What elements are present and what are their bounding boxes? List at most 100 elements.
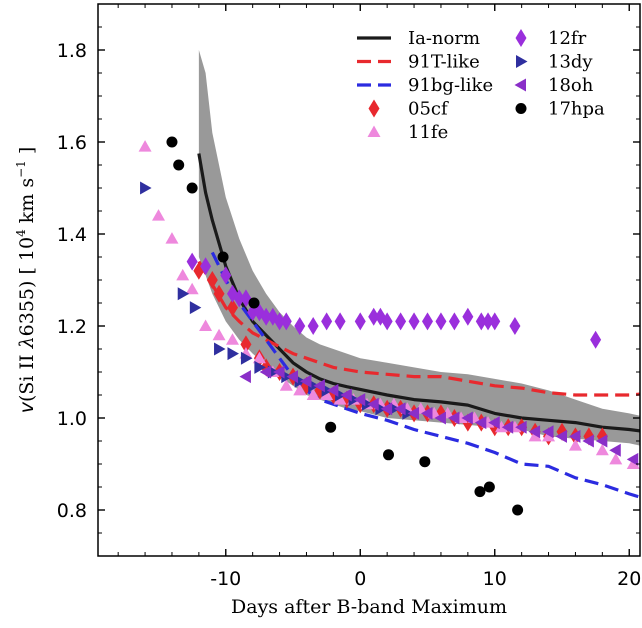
y-tick-label: 0.8 <box>57 500 87 522</box>
data-point-11fe <box>225 333 239 345</box>
legend-item-91bg-like: 91bg-like <box>357 75 493 96</box>
legend-label-11fe: 11fe <box>408 122 448 143</box>
data-point-12fr <box>280 312 292 331</box>
legend-item-18oh: 18oh <box>514 75 594 96</box>
y-tick-label: 1.2 <box>57 316 87 338</box>
data-point-18oh <box>626 452 639 466</box>
data-point-18oh <box>299 374 312 388</box>
data-point-18oh <box>340 388 352 402</box>
data-point-11fe <box>199 319 213 331</box>
legend-item-11fe: 11fe <box>367 122 448 143</box>
data-point-11fe <box>293 383 307 396</box>
data-point-12fr <box>233 289 245 308</box>
series-12fr <box>186 252 602 349</box>
legend-label-13dy: 13dy <box>548 52 593 73</box>
data-point-17hpa <box>166 136 178 148</box>
legend-label-17hpa: 17hpa <box>548 99 605 120</box>
y-tick-label: 1.0 <box>57 408 87 430</box>
legend-label-ia-norm: Ia-norm <box>408 28 480 49</box>
data-point-11fe <box>152 209 166 221</box>
data-point-17hpa <box>512 504 524 516</box>
y-tick-label: 1.6 <box>57 132 87 154</box>
data-point-12fr <box>381 312 393 331</box>
data-point-12fr <box>408 312 420 331</box>
data-point-12fr <box>590 330 602 349</box>
legend-marker-18oh <box>514 78 526 92</box>
legend-marker-17hpa <box>515 103 527 114</box>
data-point-18oh <box>407 406 420 420</box>
data-point-12fr <box>260 307 272 326</box>
data-point-18oh <box>434 411 446 425</box>
data-point-12fr <box>422 312 434 331</box>
data-point-11fe <box>494 420 508 433</box>
data-point-12fr <box>368 307 380 326</box>
data-point-18oh <box>555 429 567 443</box>
y-tick-label: 1.8 <box>57 40 87 62</box>
data-point-18oh <box>326 383 339 397</box>
x-tick-label: 20 <box>617 568 641 590</box>
legend-item-12fr: 12fr <box>515 28 587 49</box>
data-point-13dy <box>189 301 202 315</box>
data-point-18oh <box>595 434 608 448</box>
data-point-17hpa <box>483 481 495 493</box>
data-point-11fe <box>138 140 152 152</box>
data-point-17hpa <box>419 456 431 468</box>
data-point-13dy <box>240 351 253 365</box>
legend-item-91t-like: 91T-like <box>357 52 480 73</box>
plot-area <box>138 50 640 516</box>
data-point-18oh <box>582 434 594 448</box>
data-point-18oh <box>421 406 433 420</box>
legend-marker-11fe <box>367 125 381 137</box>
data-point-13dy <box>177 287 190 301</box>
data-point-18oh <box>515 420 527 434</box>
data-point-11fe <box>279 379 293 391</box>
data-point-13dy <box>214 342 226 356</box>
data-point-12fr <box>274 312 286 331</box>
data-point-18oh <box>367 397 379 411</box>
data-point-11fe <box>176 268 190 281</box>
y-axis-title-wave: 6355) [ 10 <box>16 237 38 336</box>
y-tick-label: 1.4 <box>57 224 87 246</box>
data-point-12fr <box>435 312 447 331</box>
data-point-11fe <box>320 388 334 400</box>
data-point-13dy <box>140 181 152 195</box>
data-point-05cf <box>226 298 238 317</box>
y-axis-title-close: ] <box>16 147 38 160</box>
data-point-17hpa <box>217 251 229 263</box>
data-point-17hpa <box>186 182 198 194</box>
x-tick-label: 0 <box>354 568 366 590</box>
data-point-12fr <box>489 312 501 331</box>
series-18oh <box>239 365 639 466</box>
data-point-13dy <box>227 347 239 361</box>
legend-label-12fr: 12fr <box>548 28 587 49</box>
x-tick-label: -10 <box>210 568 241 590</box>
data-point-18oh <box>259 365 272 379</box>
data-point-12fr <box>509 317 521 335</box>
legend-marker-12fr <box>515 29 527 47</box>
data-point-12fr <box>220 266 232 285</box>
data-point-12fr <box>307 317 319 335</box>
data-point-18oh <box>474 416 487 430</box>
data-point-11fe <box>528 429 542 442</box>
y-axis-title: v(Si II λ6355) [ 104 km s−1 ] <box>14 147 38 414</box>
legend-label-18oh: 18oh <box>548 75 594 96</box>
data-point-18oh <box>542 425 554 439</box>
data-point-17hpa <box>474 486 486 498</box>
data-point-18oh <box>380 402 393 416</box>
x-tick-label: 10 <box>483 568 507 590</box>
y-axis-title-expm1: −1 <box>14 160 28 178</box>
data-point-11fe <box>626 457 640 469</box>
data-point-11fe <box>609 452 623 465</box>
data-point-18oh <box>313 379 325 393</box>
data-point-05cf <box>206 271 218 289</box>
x-axis-title: Days after B-band Maximum <box>231 596 507 618</box>
ia-norm-range-band <box>198 50 640 446</box>
data-point-11fe <box>306 388 320 400</box>
data-point-12fr <box>294 317 306 335</box>
y-axis-title-lambda: λ <box>16 336 38 349</box>
y-axis-title-v: v <box>16 401 38 413</box>
data-point-11fe <box>595 443 609 456</box>
y-axis-title-units: km s <box>16 178 38 229</box>
91bg-like-curve <box>210 251 640 499</box>
